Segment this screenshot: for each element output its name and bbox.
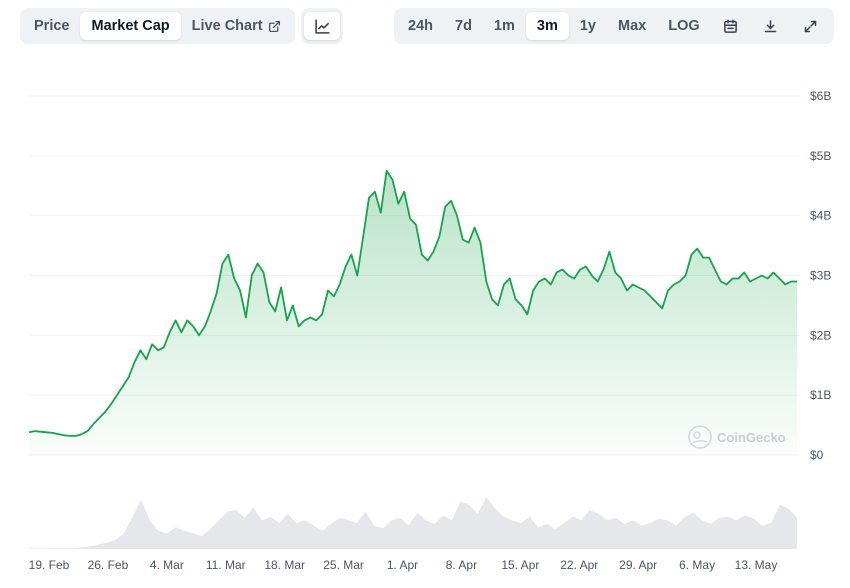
- market-cap-area: [28, 169, 797, 456]
- area-fill: [29, 170, 797, 456]
- x-tick-label: 22. Apr: [560, 558, 598, 572]
- calendar-icon: [723, 19, 738, 34]
- range-24h-label: 24h: [408, 18, 433, 34]
- range-7d[interactable]: 7d: [444, 12, 483, 40]
- range-1y-label: 1y: [579, 18, 596, 34]
- volume-area: [29, 497, 797, 549]
- x-tick-label: 13. May: [735, 558, 778, 572]
- external-link-icon: [268, 20, 281, 33]
- range-1y[interactable]: 1y: [569, 12, 607, 40]
- x-tick-label: 25. Mar: [323, 558, 364, 572]
- calendar-button[interactable]: [711, 12, 751, 40]
- x-tick-label: 15. Apr: [501, 558, 539, 572]
- y-tick-label: $1B: [810, 388, 831, 402]
- y-tick-label: $5B: [810, 149, 831, 163]
- y-tick-label: $3B: [810, 269, 831, 283]
- volume-bars: [29, 497, 797, 549]
- tab-live-chart[interactable]: Live Chart: [181, 12, 292, 40]
- range-tabs: 24h 7d 1m 3m 1y Max LOG: [394, 8, 834, 44]
- x-tick-label: 6. May: [679, 558, 715, 572]
- tab-market-cap[interactable]: Market Cap: [80, 12, 181, 40]
- y-axis-labels: $6B $5B $4B $3B $2B $1B $0: [810, 89, 831, 462]
- range-1m[interactable]: 1m: [483, 12, 526, 40]
- tab-price[interactable]: Price: [23, 12, 80, 40]
- tab-live-chart-label: Live Chart: [191, 18, 263, 34]
- watermark-text: CoinGecko: [717, 430, 786, 445]
- log-scale-label: LOG: [668, 18, 700, 34]
- expand-icon: [803, 19, 818, 34]
- download-icon: [763, 19, 778, 34]
- x-tick-label: 19. Feb: [29, 558, 70, 572]
- y-tick-label: $6B: [810, 89, 831, 103]
- x-tick-label: 11. Mar: [206, 558, 246, 572]
- line-chart-icon: [314, 18, 331, 35]
- x-tick-label: 1. Apr: [387, 558, 418, 572]
- y-tick-label: $2B: [810, 328, 831, 342]
- x-tick-label: 18. Mar: [264, 558, 305, 572]
- range-3m[interactable]: 3m: [525, 12, 569, 40]
- coingecko-watermark: CoinGecko: [688, 425, 786, 449]
- x-tick-label: 4. Mar: [150, 558, 184, 572]
- y-tick-label: $0: [810, 448, 824, 462]
- series-line: [28, 169, 797, 437]
- range-3m-label: 3m: [536, 18, 558, 34]
- metric-tabs: Price Market Cap Live Chart: [20, 8, 295, 44]
- range-max[interactable]: Max: [607, 12, 657, 40]
- coingecko-logo-icon: [688, 425, 712, 449]
- x-tick-label: 8. Apr: [446, 558, 477, 572]
- x-tick-label: 26. Feb: [88, 558, 129, 572]
- log-scale-toggle[interactable]: LOG: [657, 12, 710, 40]
- x-axis-labels: 19. Feb 26. Feb 4. Mar 11. Mar 18. Mar 25. Ma…: [29, 558, 778, 572]
- tab-market-cap-label: Market Cap: [91, 18, 170, 34]
- line-chart-button[interactable]: [304, 12, 340, 40]
- chart-type-group: [301, 8, 343, 44]
- fullscreen-button[interactable]: [791, 12, 831, 40]
- range-1m-label: 1m: [493, 18, 515, 34]
- y-tick-label: $4B: [810, 209, 831, 223]
- range-7d-label: 7d: [455, 18, 472, 34]
- range-max-label: Max: [618, 18, 647, 34]
- x-tick-label: 29. Apr: [619, 558, 657, 572]
- tab-price-label: Price: [34, 18, 70, 34]
- download-button[interactable]: [751, 12, 791, 40]
- range-24h[interactable]: 24h: [397, 12, 444, 40]
